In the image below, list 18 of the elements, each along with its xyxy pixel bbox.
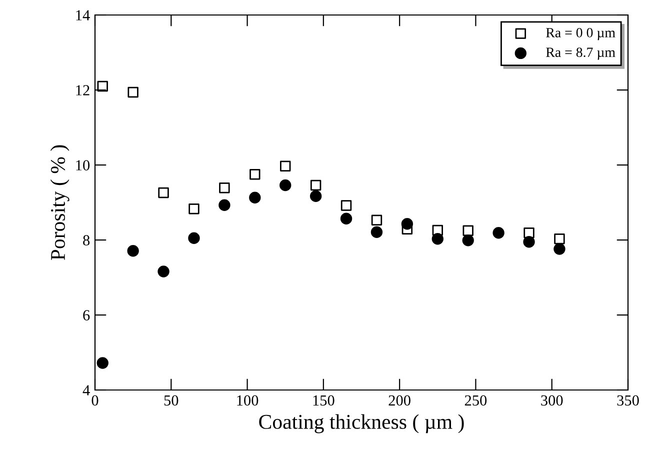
y-axis-title: Porosity ( % ) (50, 145, 70, 260)
x-tick-label: 50 (164, 395, 178, 406)
y-tick-label: 8 (83, 235, 90, 246)
x-tick-label: 350 (617, 395, 639, 406)
legend-label: Ra = 0 0 µm (546, 28, 616, 40)
y-tick-label: 14 (76, 10, 90, 20)
x-tick-label: 100 (237, 395, 258, 406)
y-tick-label: 6 (83, 310, 90, 320)
legend-label: Ra = 8.7 µm (546, 48, 616, 60)
x-tick-label: 0 (92, 395, 98, 406)
y-tick-label: 12 (76, 85, 90, 96)
x-axis-title: Coating thickness ( µm ) (259, 414, 464, 434)
x-tick-label: 150 (313, 395, 334, 406)
y-tick-label: 4 (82, 385, 90, 396)
x-tick-label: 250 (464, 395, 487, 406)
x-tick-label: 200 (388, 395, 410, 406)
x-tick-label: 300 (541, 395, 563, 406)
y-tick-label: 10 (76, 160, 90, 170)
